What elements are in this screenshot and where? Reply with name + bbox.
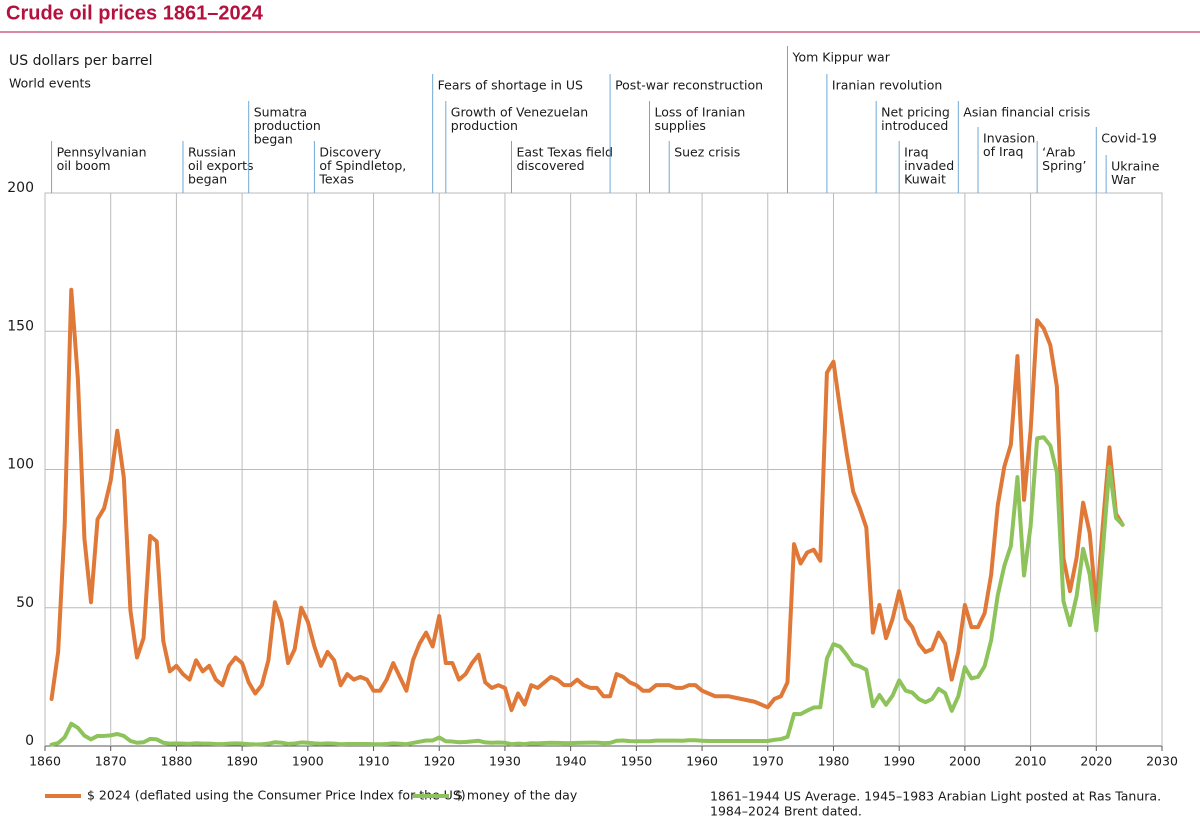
event-label: Covid-19 [1101,131,1157,146]
x-tick-label: 2020 [1080,754,1112,769]
y-tick-label: 200 [7,180,34,196]
event-label: discovered [517,158,585,173]
events-label: World events [9,76,91,91]
x-tick-label: 1930 [489,754,521,769]
event-label: Sumatra [254,105,307,120]
x-tick-label: 1870 [95,754,127,769]
x-tick-label: 1860 [29,754,61,769]
event-label: Loss of Iranian [654,105,745,120]
event-label: Net pricing [881,105,950,120]
event-label: Discovery [319,145,381,160]
x-tick-label: 1970 [752,754,784,769]
event-label: began [188,172,227,187]
x-tick-label: 1960 [686,754,718,769]
x-tick-label: 1950 [620,754,652,769]
event-label: oil boom [57,158,111,173]
y-tick-label: 0 [25,733,34,749]
event-label: Russian [188,145,236,160]
x-tick-label: 1890 [226,754,258,769]
x-tick-label: 1900 [292,754,324,769]
y-axis-label: US dollars per barrel [9,53,153,69]
series-line [49,435,1125,747]
x-tick-label: 2010 [1015,754,1047,769]
footnote: 1861–1944 US Average. 1945–1983 Arabian … [710,789,1161,804]
event-label: Pennsylvanian [57,145,147,160]
x-tick-label: 1880 [161,754,193,769]
legend-label: $ 2024 (deflated using the Consumer Pric… [87,788,466,803]
event-label: Growth of Venezuelan [451,105,588,120]
event-label: production [451,118,518,133]
event-label: War [1111,172,1136,187]
legend-label: $ money of the day [455,788,578,803]
event-label: Asian financial crisis [963,105,1090,120]
event-label: Post-war reconstruction [615,78,763,93]
event-label: Spring’ [1042,158,1086,173]
event-label: introduced [881,118,948,133]
event-label: Invasion [983,131,1035,146]
event-label: Suez crisis [674,145,740,160]
series-line [49,287,1125,713]
footnote: 1984–2024 Brent dated. [710,804,862,819]
event-label: East Texas field [517,145,613,160]
event-label: Fears of shortage in US [438,78,583,93]
chart-title: Crude oil prices 1861–2024 [6,2,264,24]
event-label: of Iraq [983,144,1023,159]
event-label: invaded [904,158,954,173]
event-label: Texas [318,172,354,187]
y-tick-label: 100 [7,457,34,473]
event-label: Iraq [904,145,928,160]
x-tick-label: 1910 [358,754,390,769]
x-tick-label: 1980 [818,754,850,769]
y-tick-label: 150 [7,318,34,334]
event-label: began [254,132,293,147]
event-label: Kuwait [904,172,946,187]
x-tick-label: 1990 [883,754,915,769]
event-label: Ukraine [1111,159,1160,174]
event-label: Iranian revolution [832,78,942,93]
event-label: supplies [654,118,705,133]
event-label: of Spindletop, [319,158,406,173]
y-tick-label: 50 [16,595,34,611]
event-label: production [254,118,321,133]
x-tick-label: 1940 [555,754,587,769]
x-tick-label: 1920 [423,754,455,769]
event-label: Yom Kippur war [791,50,890,65]
x-tick-label: 2000 [949,754,981,769]
event-label: oil exports [188,158,254,173]
x-tick-label: 2030 [1146,754,1178,769]
event-label: ‘Arab [1042,145,1075,160]
